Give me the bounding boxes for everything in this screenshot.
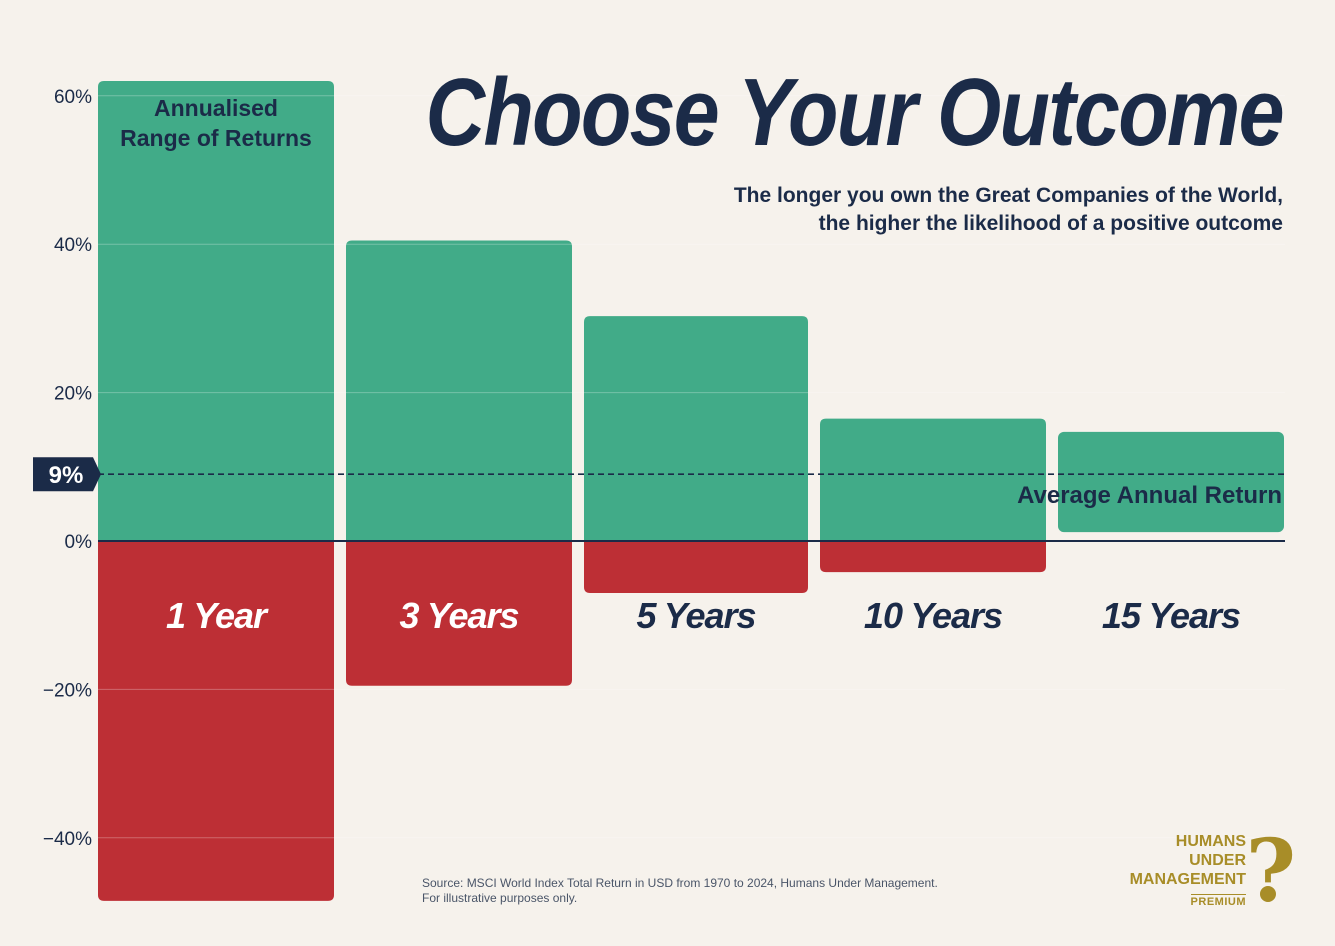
y-tick-label: 0%: [65, 532, 93, 553]
logo-line-3: MANAGEMENT: [1129, 871, 1246, 888]
bar-positive-segment: [584, 316, 808, 541]
source-line-2: For illustrative purposes only.: [422, 891, 578, 905]
subtitle: The longer you own the Great Companies o…: [563, 182, 1283, 238]
y-tick-label: −20%: [43, 680, 92, 701]
series-label-line: Annualised: [154, 95, 278, 121]
bars: [98, 80, 1284, 901]
source-line-1: Source: MSCI World Index Total Return in…: [422, 876, 938, 890]
average-badge: [33, 457, 101, 492]
source-note: Source: MSCI World Index Total Return in…: [422, 876, 938, 906]
bar-negative-segment: [820, 541, 1046, 573]
category-label: 5 Years: [636, 595, 755, 636]
y-axis-ticks: 60% 40% 20% 0% −20% −40%: [43, 87, 1285, 850]
logo-premium-badge: PREMIUM: [1190, 894, 1246, 908]
y-tick-label: 20%: [54, 384, 92, 405]
category-label: 1 Year: [166, 595, 269, 636]
gridlines: [98, 95, 1285, 839]
bar-1: [98, 80, 334, 901]
bar-4: [820, 418, 1046, 573]
category-label: 15 Years: [1102, 595, 1240, 636]
series-label-line: Range of Returns: [120, 125, 312, 151]
average-label: Average Annual Return: [1017, 482, 1282, 509]
y-tick-label: −40%: [43, 829, 92, 850]
category-labels: 1 Year 3 Years 5 Years 10 Years 15 Years: [166, 595, 1241, 636]
bar-positive-segment: [98, 80, 334, 542]
bar-2: [346, 240, 572, 686]
bar-3: [584, 316, 808, 593]
category-label: 10 Years: [864, 595, 1002, 636]
average-line-group: 9% Average Annual Return: [33, 457, 1285, 509]
logo-line-1: HUMANS: [1175, 833, 1246, 850]
logo-line-2: UNDER: [1189, 852, 1246, 869]
brand-logo: HUMANS UNDER MANAGEMENT PREMIUM ?: [1112, 826, 1302, 918]
question-mark-icon: ?: [1245, 821, 1296, 922]
subtitle-line-1: The longer you own the Great Companies o…: [733, 184, 1283, 207]
bar-positive-segment: [820, 418, 1046, 541]
y-tick-label: 60%: [54, 87, 92, 108]
page-title: Choose Your Outcome: [425, 59, 1285, 166]
y-tick-label: 40%: [54, 235, 92, 256]
subtitle-line-2: the higher the likelihood of a positive …: [818, 212, 1283, 235]
average-badge-label: 9%: [49, 462, 84, 489]
bar-5: [1058, 431, 1284, 533]
logo-text: HUMANS UNDER MANAGEMENT: [1130, 832, 1246, 889]
category-label: 3 Years: [399, 595, 518, 636]
series-label: Annualised Range of Returns: [120, 95, 312, 151]
bar-negative-segment: [584, 541, 808, 593]
bar-negative-segment: [98, 541, 334, 901]
bar-positive-segment: [346, 240, 572, 542]
bar-positive-segment: [1058, 431, 1284, 533]
bar-negative-segment: [346, 541, 572, 686]
